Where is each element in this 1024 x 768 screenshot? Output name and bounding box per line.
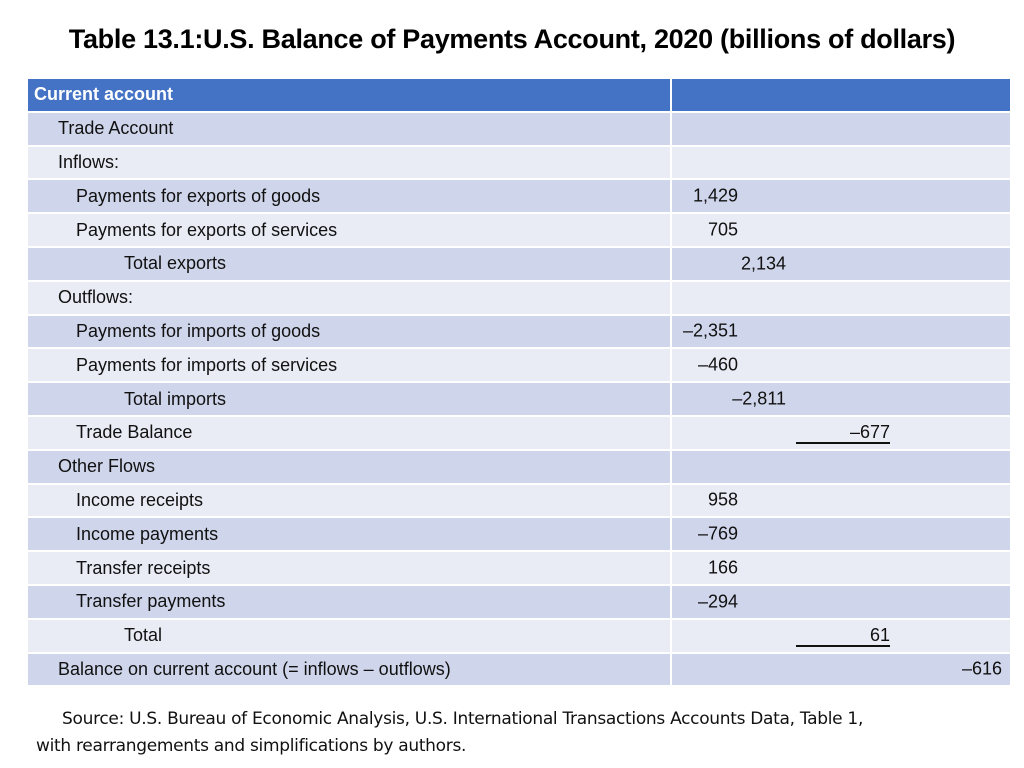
row-label: Income receipts xyxy=(28,484,672,517)
table-row: Transfer receipts 166 xyxy=(28,552,1010,586)
table-header-row: Current account xyxy=(28,79,1010,113)
row-label: Total exports xyxy=(28,247,672,280)
row-value: –294 xyxy=(697,591,738,612)
source-line-2: with rearrangements and simplifications … xyxy=(36,736,467,756)
page-title: Table 13.1:U.S. Balance of Payments Acco… xyxy=(68,24,956,54)
source-note: Source: U.S. Bureau of Economic Analysis… xyxy=(36,706,996,760)
table-row: Transfer payments –294 xyxy=(28,585,1010,620)
table-row: Income payments –769 xyxy=(28,518,1010,553)
row-label: Outflows: xyxy=(28,281,672,314)
row-value: –2,351 xyxy=(682,320,738,341)
row-value: –460 xyxy=(697,354,738,375)
table-row: Trade Account xyxy=(28,112,1010,147)
table-row: Payments for exports of services 705 xyxy=(28,214,1010,248)
row-label: Payments for exports of goods xyxy=(28,180,672,213)
source-line-1: Source: U.S. Bureau of Economic Analysis… xyxy=(62,709,864,729)
header-label: Current account xyxy=(28,79,672,111)
row-value-underlined: –677 xyxy=(796,422,890,444)
header-value-cell xyxy=(672,79,1010,111)
row-value: 705 xyxy=(707,219,738,240)
table-row: Total exports 2,134 xyxy=(28,247,1010,282)
row-label: Total xyxy=(28,619,672,652)
row-value-cell xyxy=(672,451,1010,483)
table-row: Payments for imports of goods –2,351 xyxy=(28,315,1010,350)
row-value: 2,134 xyxy=(740,253,786,274)
row-label: Payments for exports of services xyxy=(28,214,672,246)
row-label: Balance on current account (= inflows – … xyxy=(28,653,672,686)
row-label: Transfer receipts xyxy=(28,552,672,584)
table-row: Inflows: xyxy=(28,146,1010,181)
row-label: Payments for imports of goods xyxy=(28,315,672,348)
table-row: Trade Balance –677 xyxy=(28,416,1010,451)
balance-of-payments-table: Current account Trade Account Inflows: P… xyxy=(28,79,1010,688)
row-value: –616 xyxy=(961,658,1002,679)
row-label: Other Flows xyxy=(28,450,672,483)
table-row: Total 61 xyxy=(28,619,1010,654)
row-value: –769 xyxy=(697,523,738,544)
row-value-underlined: 61 xyxy=(796,625,890,647)
row-label: Trade Balance xyxy=(28,416,672,449)
table-row: Income receipts 958 xyxy=(28,484,1010,519)
table-row: Payments for imports of services –460 xyxy=(28,349,1010,384)
row-label: Income payments xyxy=(28,518,672,551)
row-label: Inflows: xyxy=(28,146,672,179)
table-row: Total imports –2,811 xyxy=(28,383,1010,417)
row-value: 166 xyxy=(707,557,738,578)
row-value-cell xyxy=(672,282,1010,314)
table-row: Balance on current account (= inflows – … xyxy=(28,653,1010,688)
row-value-cell xyxy=(672,113,1010,145)
row-value: –2,811 xyxy=(732,388,786,409)
table-row: Other Flows xyxy=(28,450,1010,485)
row-label: Trade Account xyxy=(28,112,672,145)
row-label: Transfer payments xyxy=(28,585,672,618)
table-row: Payments for exports of goods 1,429 xyxy=(28,180,1010,215)
row-value: 958 xyxy=(707,489,738,510)
row-value: 1,429 xyxy=(692,185,738,206)
row-value-cell xyxy=(672,147,1010,179)
table-row: Outflows: xyxy=(28,281,1010,316)
row-label: Total imports xyxy=(28,383,672,415)
row-label: Payments for imports of services xyxy=(28,349,672,382)
